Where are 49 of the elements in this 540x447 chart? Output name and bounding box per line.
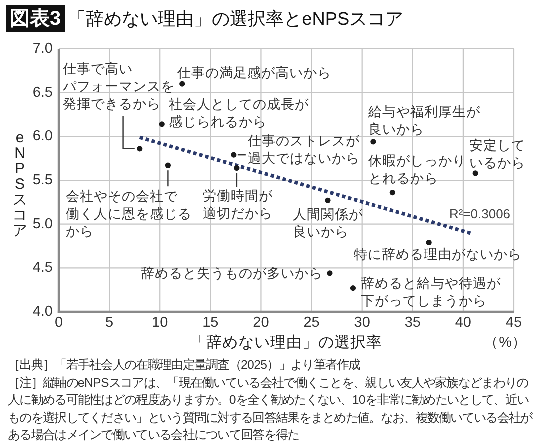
y-tick-label: 7.0 [32, 41, 53, 57]
text: ［出典］「若手社会人の在職理由定量調査（2025）」より筆者作成 [8, 357, 362, 374]
y-tick-label: 5.0 [32, 216, 53, 232]
chart-title: 「辞めない理由」の選択率とeNPSスコア [68, 9, 404, 29]
annotation: 仕事の満足感が高いから [176, 66, 332, 81]
point [234, 165, 240, 172]
x-tick-label: 0 [54, 315, 64, 331]
annotation: 辞めると失うものが多いから [140, 266, 323, 281]
point [137, 146, 143, 152]
point [350, 286, 356, 292]
text: ［注］縦軸のeNPSスコアは、「現在働いている会社で働くことを、親しい友人や家族などまわりの人に勧める可能性はどの程度ありますか。0を全く勧めたくない、10を非常に勧めたいとして、近いものを選択してください」という質問に対する回答結果をまとめた値。なお、複数働いている会社がある場合はメインで働いている会社について回答を得た [8, 374, 534, 444]
x-axis-title: 「辞めない理由」の選択率 [190, 334, 382, 352]
x-tick-label: 45 [506, 315, 522, 331]
y-tick-label: 6.5 [32, 84, 53, 101]
annotation: 会社やその会社で働く人に恩を感じるから [66, 189, 192, 240]
y-tick-label: 6.0 [32, 128, 53, 145]
x-tick-label: 35 [404, 315, 421, 331]
x-tick-label: 20 [253, 315, 270, 331]
point [231, 152, 237, 158]
annotation: 労働時間が適切だから [202, 188, 274, 222]
y-tick-label: 5.5 [32, 172, 53, 188]
text: 図表3 [10, 8, 62, 30]
point [325, 198, 331, 204]
x-tick-label: 30 [354, 315, 370, 331]
point [370, 139, 376, 145]
x-tick-label: 40 [455, 315, 472, 331]
x-tick-label: 25 [304, 315, 320, 331]
point [472, 170, 478, 176]
y-axis-title: eNPSスコア [12, 130, 28, 240]
x-tick-label: 15 [202, 315, 219, 331]
annotation: R²=0.3006 [449, 206, 511, 222]
point [165, 162, 171, 168]
point [390, 190, 396, 196]
point [426, 240, 432, 246]
point [327, 270, 333, 276]
annotation: 安定しているから [470, 138, 526, 170]
annotation: 特に辞める理由がないから [354, 247, 522, 262]
y-tick-label: 4.0 [32, 304, 53, 320]
annotation: 休暇がしっかりとれるから [368, 153, 467, 186]
point [180, 81, 186, 87]
annotation: 辞めると給与や待遇が下がってしまうから [361, 276, 502, 308]
text: （%） [484, 335, 527, 351]
point [159, 122, 165, 128]
annotation: 給与や福利厚生が良いから [367, 104, 482, 137]
x-tick-label: 10 [152, 315, 168, 331]
y-tick-label: 4.5 [32, 260, 53, 276]
annotation: 仕事のストレスが過大ではないから [246, 134, 361, 166]
annotation: 人間関係が良いから [292, 207, 364, 240]
x-tick-label: 5 [106, 315, 114, 331]
